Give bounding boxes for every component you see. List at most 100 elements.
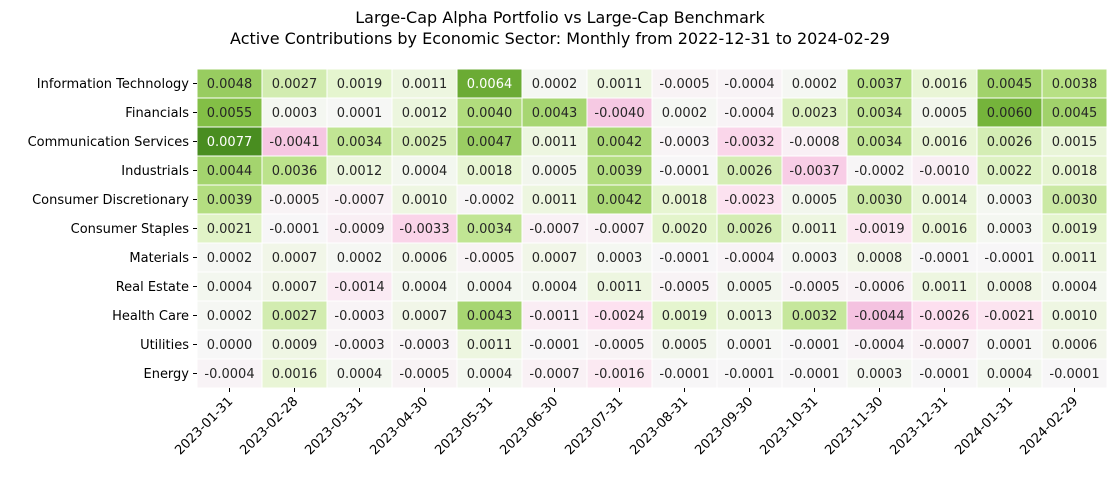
x-tick-label: 2023-07-31: [562, 394, 626, 458]
heatmap-cell: [1041, 184, 1108, 215]
cell-value-label: 0.0027: [272, 309, 318, 324]
heatmap-cell: [456, 213, 523, 244]
cell-value-label: -0.0005: [659, 280, 709, 295]
cell-value-label: 0.0077: [207, 135, 253, 150]
cell-value-label: -0.0007: [594, 222, 644, 237]
heatmap-cell: [391, 358, 458, 389]
x-tick-label: 2023-01-31: [172, 394, 236, 458]
heatmap-cell: [781, 126, 848, 157]
y-tick-label: Utilities: [140, 338, 189, 353]
cell-value-label: 0.0002: [662, 106, 708, 121]
cell-value-label: 0.0005: [727, 280, 773, 295]
cell-value-label: 0.0016: [922, 77, 968, 92]
cell-value-label: 0.0008: [987, 280, 1033, 295]
heatmap-cell: [651, 300, 718, 331]
cell-value-label: 0.0036: [272, 164, 318, 179]
heatmap-cell: [196, 155, 263, 186]
cell-value-label: 0.0002: [792, 77, 838, 92]
cell-value-label: 0.0034: [337, 135, 383, 150]
cell-value-label: -0.0007: [334, 193, 384, 208]
cell-value-label: -0.0014: [334, 280, 384, 295]
heatmap-cell: [326, 300, 393, 331]
cell-value-label: -0.0008: [789, 135, 839, 150]
heatmap-cell: [261, 329, 328, 360]
heatmap-cell: [521, 242, 588, 273]
heatmap-cell: [911, 97, 978, 128]
y-tick-label: Information Technology: [37, 77, 190, 92]
cell-value-label: 0.0001: [337, 106, 383, 121]
heatmap-cell: [781, 242, 848, 273]
cell-value-label: 0.0004: [207, 280, 253, 295]
cell-value-label: 0.0005: [662, 338, 708, 353]
cell-value-label: 0.0002: [207, 251, 253, 266]
cell-value-label: -0.0004: [724, 106, 774, 121]
heatmap-cell: [391, 213, 458, 244]
cell-value-label: 0.0020: [662, 222, 708, 237]
cell-value-label: -0.0003: [399, 338, 449, 353]
cell-value-label: -0.0004: [724, 251, 774, 266]
cell-value-label: 0.0006: [402, 251, 448, 266]
heatmap-cell: [846, 242, 913, 273]
cell-value-label: 0.0007: [272, 251, 318, 266]
heatmap-cell: [846, 271, 913, 302]
cell-value-label: -0.0001: [919, 367, 969, 382]
x-tick-label: 2023-11-30: [822, 394, 886, 458]
y-tick-label: Financials: [125, 106, 189, 121]
cell-value-label: -0.0023: [724, 193, 774, 208]
cell-value-label: 0.0012: [402, 106, 448, 121]
cell-value-label: 0.0004: [467, 367, 513, 382]
y-tick-label: Health Care: [112, 309, 189, 324]
chart-subtitle: Active Contributions by Economic Sector:…: [230, 29, 890, 48]
cell-value-label: 0.0003: [987, 193, 1033, 208]
heatmap-cell: [846, 126, 913, 157]
heatmap-cell: [976, 329, 1043, 360]
heatmap-cell: [651, 329, 718, 360]
cell-value-label: -0.0007: [919, 338, 969, 353]
x-tick-label: 2023-04-30: [367, 394, 431, 458]
cell-value-label: -0.0033: [399, 222, 449, 237]
cell-value-label: -0.0010: [919, 164, 969, 179]
heatmap-cell: [781, 358, 848, 389]
cell-value-label: -0.0026: [919, 309, 969, 324]
cell-value-label: 0.0026: [987, 135, 1033, 150]
heatmap-cell: [716, 213, 783, 244]
cell-value-label: 0.0030: [1052, 193, 1098, 208]
y-tick-label: Real Estate: [116, 280, 189, 295]
heatmap-cell: [391, 184, 458, 215]
heatmap-cell: [716, 242, 783, 273]
heatmap-cell: [781, 184, 848, 215]
cell-value-label: 0.0003: [597, 251, 643, 266]
cell-value-label: 0.0002: [337, 251, 383, 266]
cell-value-label: -0.0004: [724, 77, 774, 92]
heatmap-cell: [1041, 329, 1108, 360]
x-tick-label: 2023-06-30: [497, 394, 561, 458]
cell-value-label: -0.0037: [789, 164, 839, 179]
heatmap-cell: [456, 300, 523, 331]
cell-value-label: -0.0003: [659, 135, 709, 150]
cell-value-label: 0.0021: [207, 222, 253, 237]
cell-value-label: 0.0016: [922, 222, 968, 237]
cell-value-label: -0.0006: [854, 280, 904, 295]
cell-value-label: 0.0055: [207, 106, 253, 121]
cell-value-label: 0.0007: [532, 251, 578, 266]
cell-value-label: 0.0064: [467, 77, 513, 92]
cell-value-label: -0.0019: [854, 222, 904, 237]
y-tick-label: Energy: [143, 367, 189, 382]
cell-value-label: -0.0002: [854, 164, 904, 179]
heatmap-cell: [911, 300, 978, 331]
cell-value-label: -0.0001: [659, 164, 709, 179]
cell-value-label: 0.0034: [857, 135, 903, 150]
cell-value-label: -0.0007: [529, 222, 579, 237]
cell-value-label: -0.0016: [594, 367, 644, 382]
heatmap-cell: [846, 68, 913, 99]
heatmap-cell: [976, 271, 1043, 302]
cell-value-label: 0.0014: [922, 193, 968, 208]
heatmap-cell: [586, 184, 653, 215]
heatmap-cell: [651, 97, 718, 128]
x-tick-label: 2024-01-31: [952, 394, 1016, 458]
heatmap-cell: [326, 271, 393, 302]
cell-value-label: -0.0001: [789, 367, 839, 382]
heatmap-cell: [391, 329, 458, 360]
heatmap-cell: [586, 213, 653, 244]
